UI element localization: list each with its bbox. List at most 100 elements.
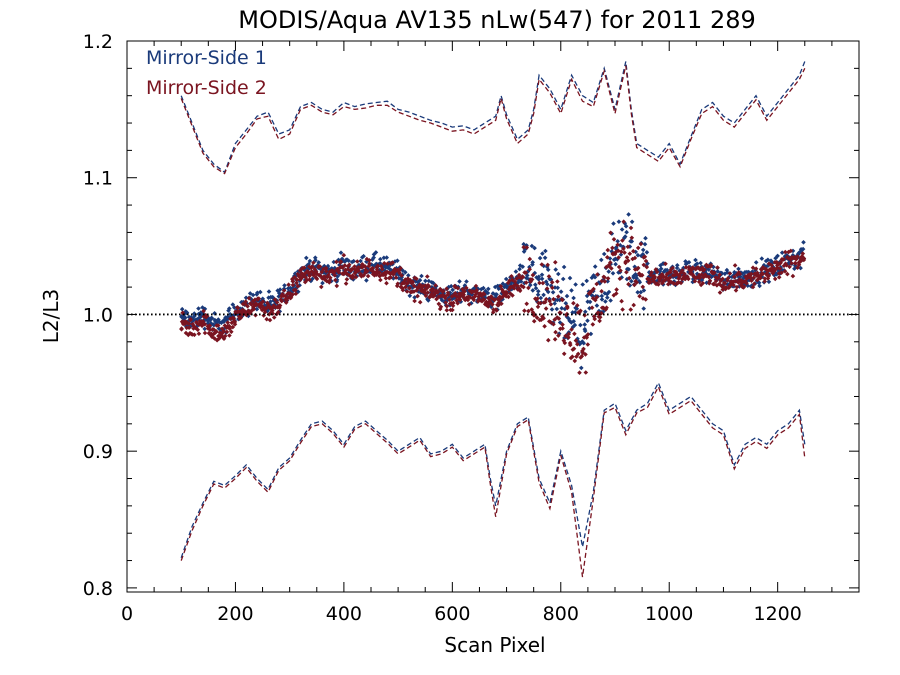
data-point: [301, 265, 307, 270]
data-point: [461, 292, 466, 297]
data-point: [304, 255, 309, 261]
data-point: [505, 284, 511, 289]
data-point: [215, 323, 221, 328]
data-point: [236, 314, 242, 319]
data-point: [179, 327, 184, 332]
data-point: [221, 328, 226, 334]
data-point: [564, 293, 570, 299]
data-point: [510, 293, 515, 298]
data-point: [433, 283, 438, 288]
data-point: [450, 303, 456, 309]
data-point: [224, 329, 230, 335]
data-point: [611, 237, 617, 242]
data-point: [341, 271, 347, 277]
data-point: [228, 316, 233, 321]
data-point: [213, 329, 219, 334]
data-point: [217, 334, 223, 340]
data-point: [486, 286, 491, 292]
plot-frame: [126, 40, 860, 593]
data-point: [556, 294, 561, 299]
data-point: [378, 277, 383, 283]
data-point: [527, 256, 533, 262]
data-point: [698, 260, 703, 266]
data-point: [627, 275, 632, 281]
data-point: [538, 300, 543, 306]
data-point: [559, 306, 564, 311]
data-point: [552, 317, 557, 322]
data-point: [211, 331, 216, 337]
data-point: [599, 297, 605, 302]
data-point: [597, 318, 602, 324]
data-point: [715, 265, 720, 270]
data-point: [686, 276, 691, 282]
data-point: [474, 287, 479, 293]
data-point: [572, 358, 578, 364]
data-point: [668, 267, 674, 272]
data-point: [616, 219, 622, 224]
data-point: [738, 282, 744, 288]
data-point: [546, 337, 551, 343]
data-point: [277, 290, 282, 296]
data-point: [781, 263, 787, 269]
data-point: [274, 311, 279, 317]
data-point: [466, 302, 472, 307]
data-point: [490, 291, 496, 296]
data-point: [479, 298, 485, 304]
data-point: [559, 297, 565, 302]
data-point: [199, 313, 204, 319]
data-point: [238, 315, 244, 320]
data-point: [549, 307, 555, 312]
data-point: [712, 270, 717, 275]
data-point: [541, 316, 546, 321]
data-point: [393, 275, 399, 280]
data-point: [276, 294, 282, 299]
data-point: [516, 272, 522, 278]
data-point: [637, 293, 642, 299]
data-point: [222, 323, 228, 328]
data-point: [417, 277, 423, 283]
plot-area: [179, 61, 807, 578]
data-point: [723, 285, 729, 290]
x-tick-label: 800: [543, 603, 579, 625]
data-point: [552, 301, 557, 306]
data-point: [344, 277, 350, 282]
data-point: [479, 293, 485, 299]
data-point: [312, 271, 317, 276]
data-point: [795, 265, 800, 270]
data-point: [351, 258, 356, 264]
data-point: [307, 277, 312, 282]
data-point: [264, 316, 269, 322]
data-point: [290, 282, 296, 288]
data-point: [498, 284, 504, 289]
series-1-lower-line: [180, 381, 806, 559]
data-point: [313, 275, 319, 280]
data-point: [526, 308, 531, 314]
series-2-upper-line: [180, 65, 806, 175]
data-point: [536, 274, 542, 280]
data-point: [260, 299, 266, 304]
data-point: [360, 262, 365, 267]
data-point: [231, 316, 237, 321]
data-point: [320, 280, 325, 286]
data-point: [550, 290, 556, 295]
data-point: [617, 276, 623, 281]
data-point: [618, 252, 624, 257]
data-point: [604, 305, 609, 310]
data-point: [788, 257, 793, 262]
data-point: [614, 291, 619, 296]
y-axis-label: L2/L3: [39, 289, 63, 343]
data-point: [414, 276, 419, 282]
data-point: [400, 268, 405, 273]
data-point: [445, 290, 451, 296]
data-point: [239, 312, 245, 317]
data-point: [784, 262, 789, 268]
data-point: [626, 281, 631, 287]
data-point: [366, 263, 372, 269]
data-point: [307, 258, 313, 264]
data-point: [584, 278, 589, 284]
data-point: [497, 297, 502, 303]
data-point: [766, 279, 772, 285]
data-point: [608, 230, 613, 236]
data-point: [736, 280, 741, 285]
data-point: [231, 312, 237, 318]
